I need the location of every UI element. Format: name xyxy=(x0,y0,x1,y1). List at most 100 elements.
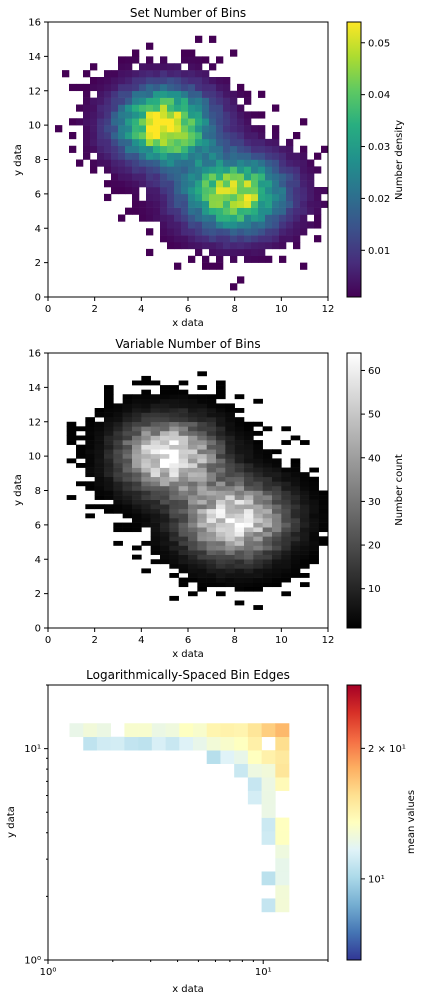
heatmap-cell xyxy=(251,187,259,195)
heatmap-cell xyxy=(281,563,291,569)
heatmap-cell xyxy=(188,550,198,555)
heatmap-cell xyxy=(125,104,133,112)
heatmap-cell xyxy=(160,207,168,215)
heatmap-cell xyxy=(272,125,280,133)
heatmap-cell xyxy=(234,421,245,427)
heatmap-cell xyxy=(160,527,170,533)
heatmap-cell xyxy=(237,173,245,181)
heatmap-cell xyxy=(281,504,291,510)
heatmap-cell xyxy=(178,421,189,427)
heatmap-cell xyxy=(169,453,179,459)
heatmap-cell xyxy=(181,90,189,98)
heatmap-cell xyxy=(90,159,98,167)
heatmap-cell xyxy=(138,723,153,738)
heatmap-cell xyxy=(141,463,151,468)
heatmap-cell xyxy=(286,145,294,153)
heatmap-cell xyxy=(160,463,170,468)
heatmap-cell xyxy=(113,463,123,468)
heatmap-cell xyxy=(132,545,142,551)
heatmap-cell xyxy=(293,132,301,140)
heatmap-cell xyxy=(104,412,114,418)
heatmap-cell xyxy=(202,138,210,147)
heatmap-cell xyxy=(197,385,207,390)
heatmap-cell xyxy=(118,180,126,188)
heatmap-cell xyxy=(197,417,207,423)
heatmap-cell xyxy=(150,531,161,537)
heatmap-cell xyxy=(150,476,161,482)
heatmap-cell xyxy=(216,262,224,270)
heatmap-cell xyxy=(290,527,301,533)
heatmap-cell xyxy=(216,132,224,140)
heatmap-cell xyxy=(118,90,126,98)
heatmap-cell xyxy=(188,111,196,119)
heatmap-cell xyxy=(230,111,238,119)
heatmap-cell xyxy=(272,180,280,188)
heatmap-cell xyxy=(258,125,266,133)
heatmap-cell xyxy=(178,504,189,510)
heatmap-cell xyxy=(181,235,189,243)
heatmap-cell xyxy=(139,214,147,222)
heatmap-cell xyxy=(258,90,266,98)
heatmap-cell xyxy=(118,63,126,71)
heatmap-cell xyxy=(153,159,161,167)
heatmap-cell xyxy=(253,536,263,542)
heatmap-cell xyxy=(169,389,179,395)
heatmap-cell xyxy=(230,235,238,243)
heatmap-cell xyxy=(197,440,207,445)
heatmap-cell xyxy=(251,242,259,250)
heatmap-cell xyxy=(169,531,179,537)
heatmap-cell xyxy=(225,582,235,588)
heatmap-cell xyxy=(262,499,273,505)
heatmap-cell xyxy=(118,138,126,147)
heatmap-cell xyxy=(178,435,189,441)
heatmap-cell xyxy=(290,476,301,482)
heatmap-cell xyxy=(281,513,291,519)
heatmap-cell xyxy=(178,527,189,533)
heatmap-cell xyxy=(261,723,276,738)
heatmap-cell xyxy=(97,111,105,119)
heatmap-cell xyxy=(188,90,196,98)
heatmap-cell xyxy=(94,408,105,413)
heatmap-cell xyxy=(247,750,262,764)
heatmap-cell xyxy=(234,408,245,413)
heatmap-cell xyxy=(244,242,252,250)
heatmap-cell xyxy=(300,200,308,208)
heatmap-cell xyxy=(216,207,224,215)
heatmap-cell xyxy=(216,577,226,583)
heatmap-cell xyxy=(230,200,238,208)
heatmap-cell xyxy=(111,145,119,153)
heatmap-cell xyxy=(216,444,226,450)
heatmap-cell xyxy=(247,723,262,738)
heatmap-cell xyxy=(153,180,161,188)
heatmap-cell xyxy=(153,125,161,133)
heatmap-cell xyxy=(206,408,217,413)
heatmap-cell xyxy=(90,145,98,153)
heatmap-cell xyxy=(258,180,266,188)
heatmap-cell xyxy=(234,508,245,514)
heatmap-cell xyxy=(225,536,235,542)
heatmap-cell xyxy=(225,495,235,500)
heatmap-cell xyxy=(195,56,203,64)
heatmap-cell xyxy=(216,540,226,546)
heatmap-cell xyxy=(104,166,112,174)
heatmap-cell xyxy=(66,421,77,427)
heatmap-cell xyxy=(216,550,226,555)
heatmap-cell xyxy=(132,481,142,487)
heatmap-cell xyxy=(197,472,207,478)
heatmap-cell xyxy=(216,485,226,491)
heatmap-cell xyxy=(132,504,142,510)
heatmap-cell xyxy=(146,207,154,215)
heatmap-cell xyxy=(94,458,105,464)
heatmap-cell xyxy=(160,138,168,147)
heatmap-cell xyxy=(169,403,179,409)
heatmap-cell xyxy=(188,531,198,537)
heatmap-cell xyxy=(234,577,245,583)
heatmap-cell xyxy=(223,242,231,250)
heatmap-cell xyxy=(169,513,179,519)
heatmap-cell xyxy=(94,490,105,496)
heatmap-cell xyxy=(262,426,273,432)
heatmap-cell xyxy=(83,90,91,98)
heatmap-cell xyxy=(125,207,133,215)
heatmap-cell xyxy=(230,104,238,112)
heatmap-cell xyxy=(225,563,235,569)
